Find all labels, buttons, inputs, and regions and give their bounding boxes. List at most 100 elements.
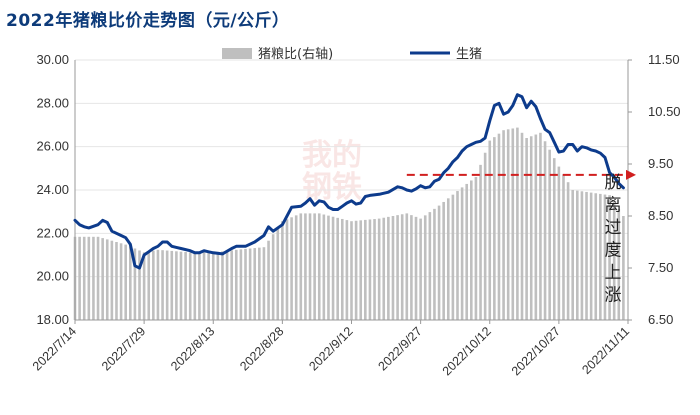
ratio-bar	[101, 238, 104, 320]
ratio-bar	[105, 239, 109, 320]
ratio-bars	[73, 127, 625, 320]
annotation-layer: 脱离过度上涨	[406, 169, 636, 306]
ratio-bar	[350, 221, 353, 320]
ratio-bar	[119, 243, 123, 320]
ratio-bar	[465, 183, 469, 320]
y-left-tick-label: 26.00	[36, 139, 69, 154]
ratio-bar	[548, 149, 551, 320]
ratio-bar	[368, 219, 372, 320]
ratio-bar	[207, 252, 210, 320]
ratio-bar	[340, 218, 344, 320]
ratio-bar	[364, 219, 367, 320]
ratio-bar	[258, 247, 261, 320]
ratio-bar	[327, 215, 330, 320]
ratio-bar	[442, 201, 445, 320]
ratio-bar	[396, 215, 399, 320]
ratio-bar	[354, 220, 358, 320]
x-tick-label: 2022/10/27	[509, 324, 563, 378]
ratio-bar	[387, 216, 390, 320]
ratio-bar	[511, 128, 515, 320]
y-left-tick-label: 22.00	[36, 225, 69, 240]
ratio-bar	[198, 252, 201, 320]
ratio-bar	[423, 215, 427, 320]
hog-price-line	[73, 93, 625, 270]
ratio-bar	[405, 213, 409, 320]
ratio-bar	[516, 127, 519, 320]
ratio-bar	[502, 130, 505, 320]
ratio-bar	[608, 195, 611, 320]
ratio-bar	[271, 234, 275, 320]
ratio-bar	[603, 194, 607, 320]
x-tick-label: 2022/8/28	[237, 324, 286, 373]
ratio-bar	[382, 217, 386, 320]
ratio-bar	[562, 174, 565, 320]
ratio-bar	[566, 182, 570, 320]
ratio-bar	[221, 251, 224, 320]
ratio-bar	[336, 217, 339, 320]
y-left-tick-label: 28.00	[36, 95, 69, 110]
ratio-bar	[115, 242, 118, 320]
x-tick-label: 2022/9/27	[376, 324, 425, 373]
ratio-bar	[391, 216, 395, 320]
ratio-bar	[78, 236, 81, 320]
ratio-bar	[497, 133, 501, 320]
ratio-bar	[133, 248, 137, 320]
ratio-bar	[414, 216, 418, 320]
chart-title: 2022年猪粮比价走势图（元/公斤）	[6, 11, 290, 31]
ratio-bar	[622, 216, 625, 320]
ratio-bar	[479, 164, 482, 320]
legend-label-ratio: 猪粮比(右轴)	[258, 47, 333, 62]
ratio-bar	[299, 213, 303, 320]
y-right-tick-label: 11.50	[648, 52, 680, 67]
legend-swatch-ratio	[222, 48, 252, 59]
x-tick-label: 2022/8/13	[168, 324, 217, 373]
ratio-bar	[165, 250, 169, 320]
y-right-tick-label: 8.50	[648, 208, 673, 223]
ratio-bar	[179, 251, 183, 320]
ratio-bar	[313, 213, 316, 320]
ratio-bar	[156, 249, 160, 320]
ratio-bar	[253, 248, 257, 320]
ratio-bar	[290, 217, 293, 320]
ratio-bar	[571, 190, 574, 320]
ratio-bar	[234, 249, 238, 320]
ratio-bar	[433, 208, 436, 320]
annotation-text: 脱离过度上涨	[605, 173, 622, 306]
ratio-bar	[152, 250, 155, 320]
watermark-line-1: 我的	[302, 138, 362, 173]
ratio-bar	[96, 236, 100, 320]
x-tick-label: 2022/7/14	[30, 324, 79, 373]
x-tick-label: 2022/9/12	[306, 324, 355, 373]
ratio-bar	[262, 247, 266, 320]
ratio-bar	[322, 214, 326, 320]
ratio-bar	[170, 250, 174, 320]
legend-label-hog: 生猪	[456, 47, 482, 62]
ratio-bar	[543, 141, 547, 320]
ratio-bar	[230, 250, 233, 320]
ratio-bar	[147, 251, 151, 320]
ratio-bar	[400, 214, 404, 320]
ratio-bar	[184, 252, 187, 320]
ratio-bar	[377, 218, 381, 320]
ratio-bar	[294, 215, 298, 320]
ratio-bar	[331, 216, 335, 320]
ratio-bar	[345, 220, 349, 320]
ratio-bar	[446, 198, 450, 320]
legend: 猪粮比(右轴) 生猪	[222, 47, 482, 62]
ratio-bar	[456, 191, 459, 320]
ratio-bar	[188, 252, 192, 320]
ratio-bar	[373, 219, 376, 320]
ratio-bar	[92, 236, 95, 320]
ratio-bar	[529, 136, 533, 320]
ratio-bar	[193, 252, 197, 320]
ratio-bar	[617, 209, 621, 320]
ratio-bar	[474, 177, 478, 320]
y-left-tick-label: 24.00	[36, 182, 69, 197]
ratio-bar	[580, 191, 584, 320]
ratio-bar	[267, 240, 270, 320]
x-tick-label: 2022/10/12	[440, 324, 494, 378]
ratio-bar	[520, 132, 524, 320]
ratio-bar	[506, 129, 510, 320]
x-tick-label: 2022/7/29	[99, 324, 148, 373]
ratio-bar	[244, 248, 247, 320]
